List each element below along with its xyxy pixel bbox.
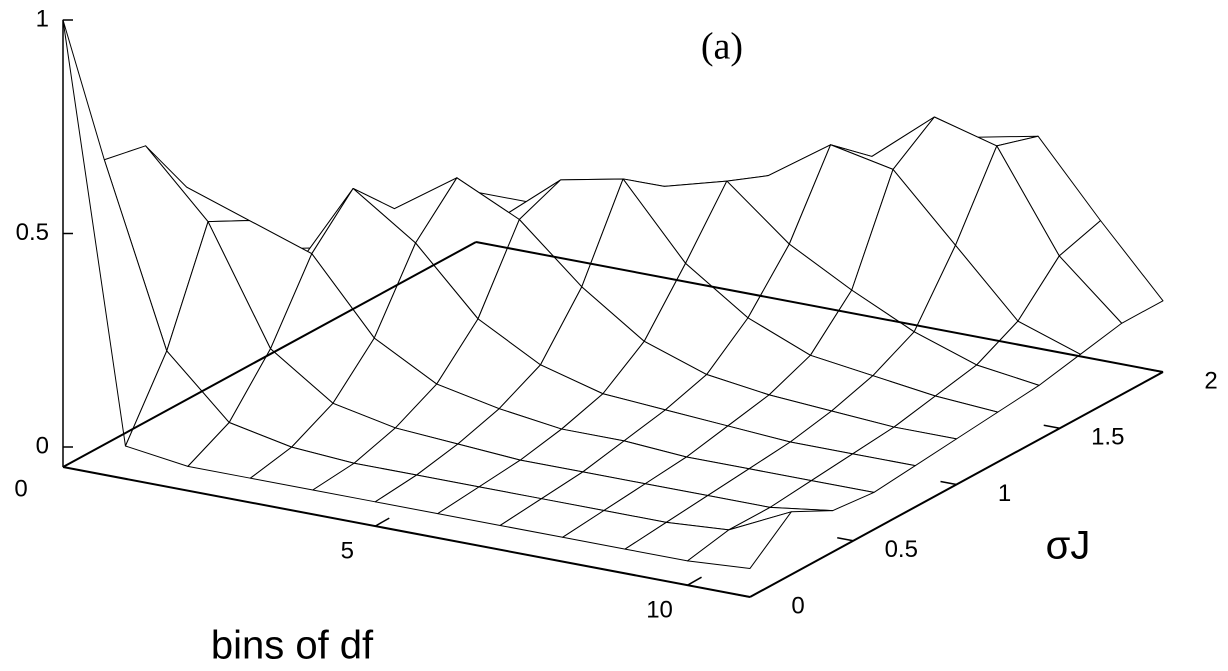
y-tick-label: 0 [791, 592, 804, 619]
y-axis-label: σJ [1046, 524, 1091, 568]
base-edge [475, 241, 1164, 373]
y-tick [1146, 368, 1164, 373]
x-tick-label: 5 [341, 537, 354, 564]
base-edge [62, 241, 477, 468]
x-tick-label: 0 [14, 475, 27, 502]
y-tick [1043, 424, 1060, 429]
z-tick-label: 0 [36, 432, 49, 459]
annotation: (a) [701, 26, 743, 68]
y-tick [940, 480, 957, 486]
z-tick-label: 1 [36, 5, 49, 32]
z-tick-label: 0.5 [16, 219, 49, 246]
surface-cell [687, 511, 792, 569]
x-tick [687, 576, 702, 586]
y-tick-label: 1.5 [1091, 424, 1124, 451]
y-tick [733, 593, 751, 598]
x-axis-label: bins of df [211, 624, 374, 668]
y-tick-label: 0.5 [885, 536, 918, 563]
y-tick-label: 1 [998, 480, 1011, 507]
x-tick-label: 10 [646, 597, 673, 624]
x-tick [374, 517, 390, 527]
y-tick [837, 537, 854, 542]
base-edge [62, 466, 751, 598]
y-tick-label: 2 [1204, 367, 1217, 394]
